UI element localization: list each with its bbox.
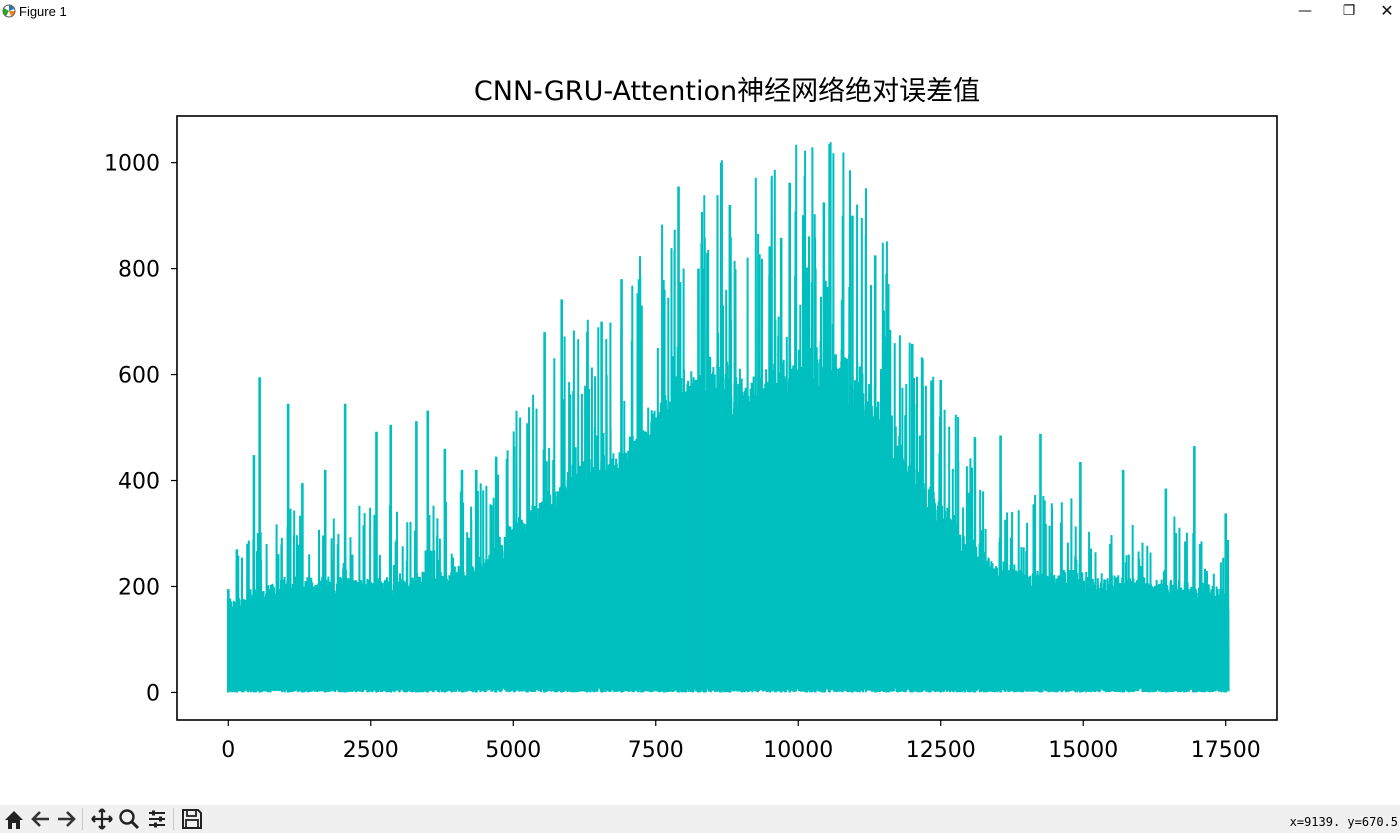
matplotlib-app-icon (2, 4, 16, 18)
figure-canvas[interactable]: CNN-GRU-Attention神经网络绝对误差值 0 2500 5000 7500 1… (0, 26, 1400, 805)
chart: CNN-GRU-Attention神经网络绝对误差值 0 2500 5000 7500 1… (104, 76, 1278, 763)
x-tick-label: 12500 (906, 738, 976, 763)
maximize-button[interactable]: ❐ (1342, 3, 1356, 19)
cursor-coordinates-readout: x=9139. y=670.5 (1289, 815, 1398, 829)
x-tick-label: 0 (221, 738, 235, 763)
series-line (227, 142, 1230, 693)
axes-frame (176, 115, 1278, 721)
window-title: Figure 1 (19, 4, 67, 19)
save-icon[interactable] (180, 807, 204, 831)
x-tick-label: 5000 (485, 738, 541, 763)
window-titlebar: Figure 1 — ❐ ✕ (0, 0, 1400, 26)
x-tick-label: 10000 (763, 738, 833, 763)
back-icon[interactable] (29, 807, 53, 831)
x-tick-label: 2500 (343, 738, 399, 763)
y-tick-label: 0 (146, 681, 160, 706)
x-tick-label: 15000 (1048, 738, 1118, 763)
minimize-button[interactable]: — (1298, 3, 1312, 19)
navigation-toolbar: x=9139. y=670.5 (0, 805, 1400, 833)
pan-icon[interactable] (90, 807, 114, 831)
x-tick-label: 17500 (1191, 738, 1261, 763)
y-tick-label: 400 (118, 470, 160, 495)
y-tick-label: 800 (118, 258, 160, 283)
toolbar-separator (82, 808, 83, 830)
y-tick-label: 200 (118, 575, 160, 600)
chart-title: CNN-GRU-Attention神经网络绝对误差值 (474, 76, 980, 107)
x-tick-label: 7500 (628, 738, 684, 763)
zoom-icon[interactable] (117, 807, 141, 831)
home-icon[interactable] (2, 807, 26, 831)
close-button[interactable]: ✕ (1380, 1, 1394, 20)
forward-icon[interactable] (54, 807, 78, 831)
y-tick-label: 1000 (104, 152, 160, 177)
y-tick-label: 600 (118, 364, 160, 389)
configure-subplots-icon[interactable] (145, 807, 169, 831)
toolbar-separator (173, 808, 174, 830)
